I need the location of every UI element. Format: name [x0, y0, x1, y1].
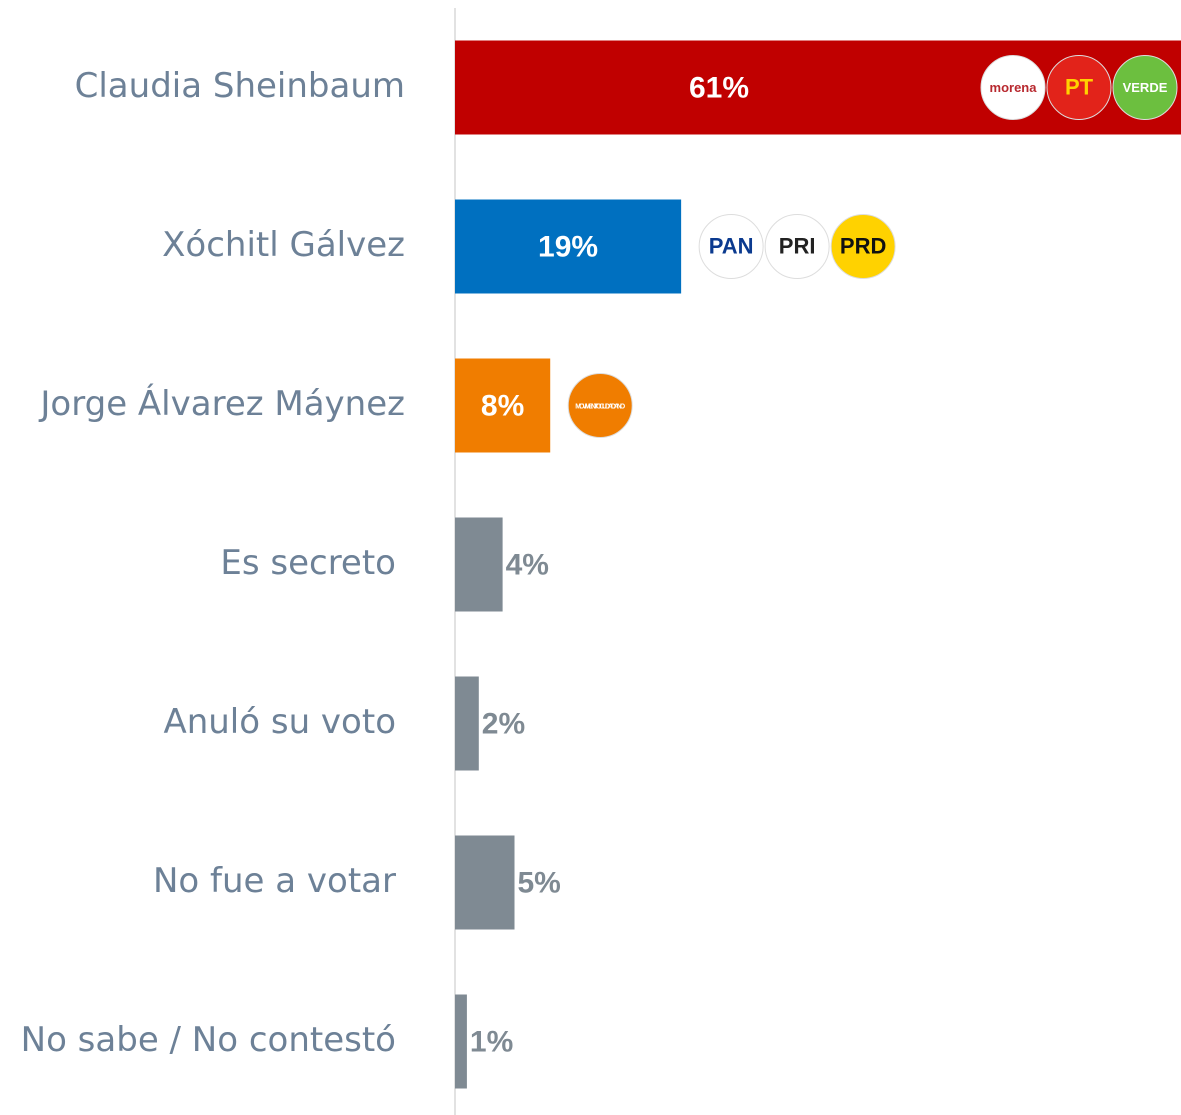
category-label: Anuló su voto	[163, 702, 396, 742]
party-logo	[567, 373, 633, 438]
bar	[455, 835, 515, 930]
value-label: 1%	[470, 1025, 513, 1058]
value-label: 2%	[482, 707, 525, 740]
party-logo	[980, 55, 1046, 120]
bar	[455, 517, 503, 612]
party-logo	[830, 214, 896, 279]
category-label: No sabe / No contestó	[21, 1020, 396, 1060]
bar	[455, 199, 682, 294]
party-logo	[764, 214, 830, 279]
value-label: 4%	[506, 548, 549, 581]
party-logo	[698, 214, 764, 279]
value-label: 61%	[689, 71, 749, 104]
value-label: 8%	[481, 389, 524, 422]
party-logo-text: PAN	[709, 233, 754, 258]
party-logo	[1112, 55, 1178, 120]
bar	[455, 994, 467, 1089]
category-label: Jorge Álvarez Máynez	[38, 383, 405, 424]
value-label: 19%	[538, 230, 598, 263]
party-logo-text: MOVIMIENTO CIUDADANO	[575, 403, 626, 410]
party-logo-text: VERDE	[1123, 80, 1168, 95]
party-logo-text: PRD	[840, 233, 886, 258]
category-label: Claudia Sheinbaum	[75, 66, 405, 106]
category-label: Es secreto	[220, 543, 396, 583]
bar	[455, 676, 479, 771]
bar	[455, 358, 551, 453]
party-logo-text: PT	[1065, 74, 1094, 99]
party-logo-text: morena	[990, 80, 1038, 95]
party-logo-text: PRI	[779, 233, 816, 258]
category-label: Xóchitl Gálvez	[162, 225, 405, 265]
category-label: No fue a votar	[153, 861, 396, 901]
value-label: 5%	[518, 866, 561, 899]
party-logo	[1046, 55, 1112, 120]
